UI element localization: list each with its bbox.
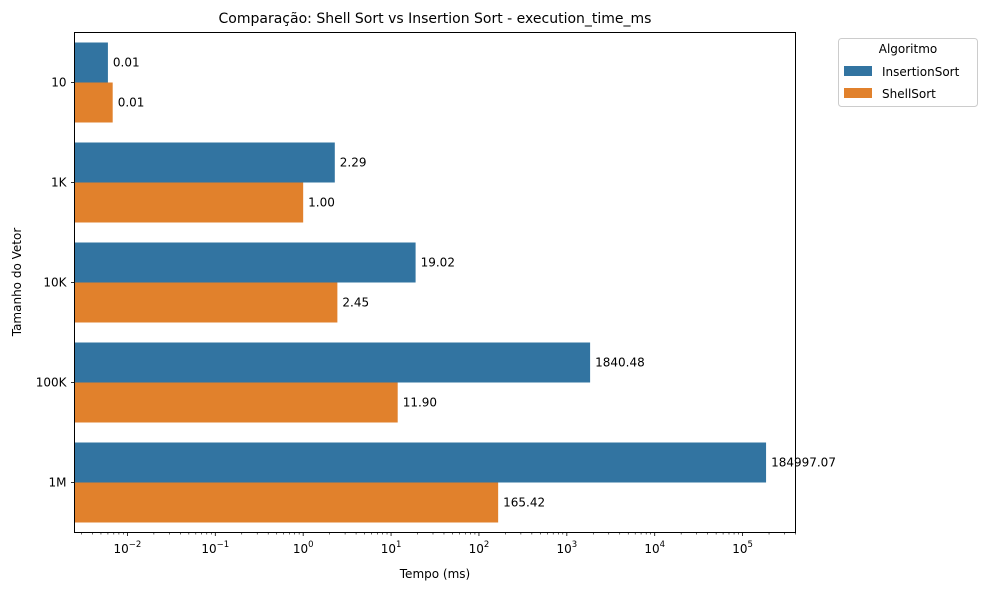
data-label-insertionsort-1m: 184997.07 bbox=[771, 456, 836, 470]
bar-shellsort-100k bbox=[74, 382, 398, 423]
bar-insertionsort-100k bbox=[74, 342, 591, 383]
y-tick-label: 100K bbox=[36, 376, 68, 390]
x-tick-label: 102 bbox=[469, 540, 490, 556]
y-axis: 10 1K 10K 100K 1M bbox=[36, 76, 75, 490]
y-axis-label: Tamanho do Vetor bbox=[10, 228, 24, 338]
bar-shellsort-10k bbox=[74, 282, 338, 323]
x-tick-label: 105 bbox=[732, 540, 753, 556]
legend-title: Algoritmo bbox=[879, 42, 938, 56]
legend-swatch-insertionsort bbox=[844, 66, 872, 76]
data-label-shellsort-1k: 1.00 bbox=[308, 196, 335, 210]
data-label-shellsort-100k: 11.90 bbox=[403, 396, 437, 410]
y-tick-label: 10 bbox=[51, 76, 66, 90]
x-tick-label: 10−2 bbox=[114, 540, 142, 556]
bar-insertionsort-1k bbox=[74, 142, 335, 183]
y-tick-label: 10K bbox=[43, 276, 67, 290]
plot-area: 0.01 2.29 19.02 1840.48 184997.07 0.01 1.00 2.4… bbox=[74, 42, 836, 523]
x-tick-label: 100 bbox=[293, 540, 314, 556]
legend-label-insertionsort: InsertionSort bbox=[882, 65, 960, 79]
chart-title: Comparação: Shell Sort vs Insertion Sort… bbox=[219, 11, 652, 27]
data-label-shellsort-10k: 2.45 bbox=[342, 296, 369, 310]
y-tick-label: 1K bbox=[51, 176, 68, 190]
y-tick-label: 1M bbox=[49, 476, 67, 490]
data-label-shellsort-10: 0.01 bbox=[118, 96, 145, 110]
data-label-insertionsort-10: 0.01 bbox=[113, 56, 140, 70]
data-label-shellsort-1m: 165.42 bbox=[503, 496, 545, 510]
bar-shellsort-1m bbox=[74, 482, 499, 523]
legend-box bbox=[838, 38, 978, 107]
x-tick-label: 101 bbox=[381, 540, 402, 556]
legend: Algoritmo InsertionSort ShellSort bbox=[838, 38, 978, 107]
bar-insertionsort-1m bbox=[74, 442, 767, 483]
bar-insertionsort-10 bbox=[74, 42, 108, 83]
legend-label-shellsort: ShellSort bbox=[882, 87, 936, 101]
x-axis-label: Tempo (ms) bbox=[399, 567, 470, 581]
x-tick-label: 103 bbox=[556, 540, 577, 556]
x-axis: 10−2 10−1 100 101 102 103 104 105 bbox=[81, 532, 796, 556]
data-label-insertionsort-100k: 1840.48 bbox=[595, 356, 645, 370]
bar-shellsort-10 bbox=[74, 82, 113, 123]
x-tick-label: 104 bbox=[644, 540, 665, 556]
bar-shellsort-1k bbox=[74, 182, 304, 223]
data-label-insertionsort-10k: 19.02 bbox=[421, 256, 455, 270]
legend-swatch-shellsort bbox=[844, 88, 872, 98]
bar-insertionsort-10k bbox=[74, 242, 416, 283]
data-label-insertionsort-1k: 2.29 bbox=[340, 156, 367, 170]
x-tick-label: 10−1 bbox=[201, 540, 229, 556]
